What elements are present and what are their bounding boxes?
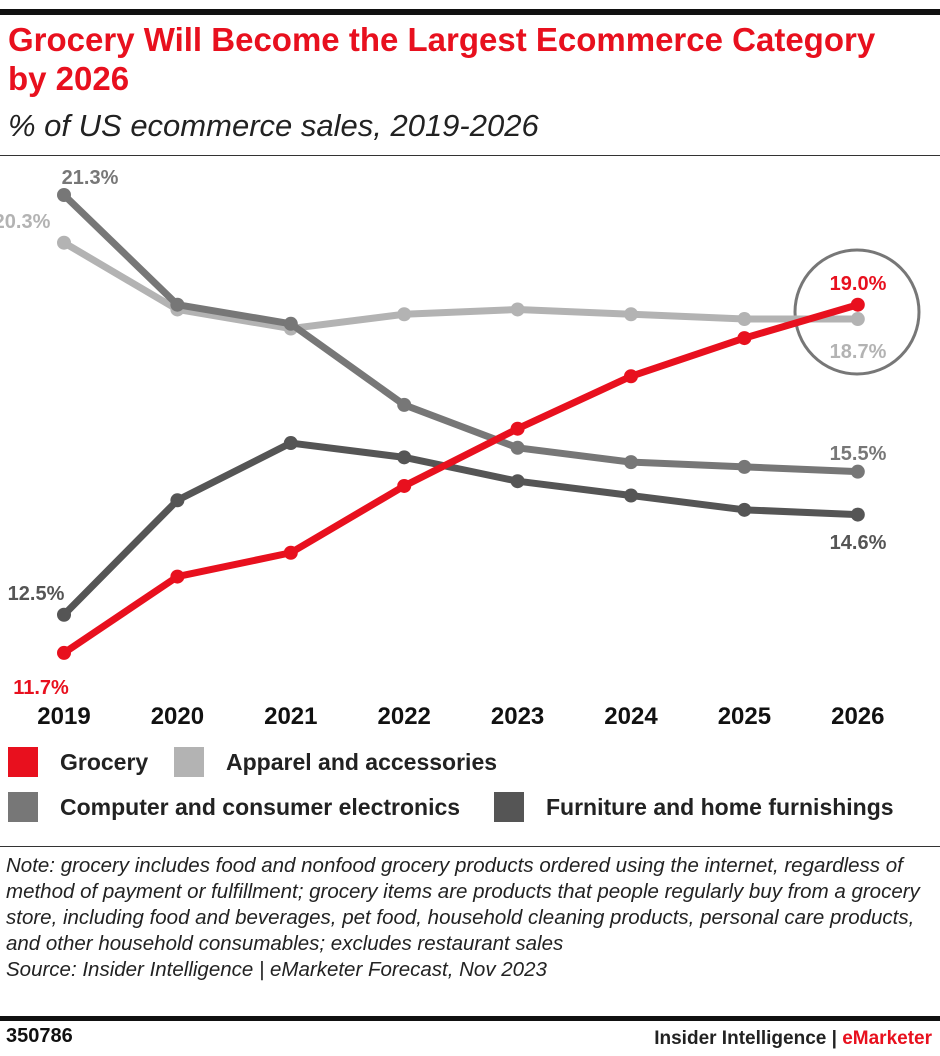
series-1 [57,235,865,336]
data-label: 12.5% [8,583,65,605]
data-point [57,645,71,660]
legend-item-grocery: Grocery [8,747,148,777]
data-point [510,440,525,455]
divider [0,155,940,156]
x-tick-label: 2021 [264,703,317,730]
top-bar [0,9,940,15]
data-label: 18.7% [830,341,887,363]
legend-label: Apparel and accessories [226,748,498,775]
legend-swatch [174,747,204,777]
data-point [283,545,298,560]
data-point [397,397,412,412]
series-2 [57,188,865,479]
notes: Note: grocery includes food and nonfood … [6,853,936,983]
data-point [624,369,638,384]
data-point [737,331,752,346]
chart-title: Grocery Will Become the Largest Ecommerc… [8,21,876,97]
data-point [397,478,412,493]
x-tick-label: 2022 [378,703,431,730]
data-point [850,507,865,522]
legend-label: Grocery [60,748,149,775]
note-text: Note: grocery includes food and nonfood … [6,854,920,955]
legend-label: Computer and consumer electronics [60,793,461,820]
data-point [850,312,865,327]
brand-logo: Insider Intelligence | eMarketer [654,1028,932,1050]
data-point [850,464,865,479]
series-0 [57,297,865,660]
data-point [57,607,71,622]
data-point [624,307,638,322]
data-point [283,316,298,331]
data-point [850,297,865,312]
data-point [510,302,525,317]
data-point [283,436,298,451]
source-text: Source: Insider Intelligence | eMarketer… [6,958,547,981]
series-3 [57,436,865,622]
divider [0,846,940,847]
legend-item-electronics: Computer and consumer electronics [8,792,460,822]
x-tick-label: 2020 [151,703,204,730]
series-line [61,192,858,476]
data-point [737,502,752,517]
data-point [737,459,752,474]
legend-swatch [494,792,524,822]
x-tick-label: 2026 [831,703,884,730]
brand-right: eMarketer [842,1028,932,1049]
footer-bar [0,1016,940,1021]
data-point [397,450,412,465]
legend-label: Furniture and home furnishings [546,793,894,820]
data-point [397,307,412,322]
data-point [510,474,525,489]
line-chart: 11.7% 19.0% 20.3% 18.7% 21.3% 15.5% 12.5% 14.6%… [0,167,921,730]
legend-swatch [8,747,38,777]
chart-id: 350786 [6,1025,73,1047]
series-line [62,301,859,656]
data-label: 21.3% [62,167,119,189]
data-label: 19.0% [830,273,887,295]
data-point [624,488,638,503]
brand-left: Insider Intelligence | [654,1028,843,1049]
data-point [57,188,71,202]
chart-subtitle: % of US ecommerce sales, 2019-2026 [8,108,539,143]
data-point [170,493,185,508]
data-point [737,312,752,327]
series-line [62,239,858,333]
legend-item-apparel: Apparel and accessories [174,747,497,777]
legend-item-furniture: Furniture and home furnishings [494,792,894,822]
data-label: 20.3% [0,211,51,233]
data-label: 14.6% [830,532,887,554]
data-point [170,297,185,312]
data-point [624,455,638,470]
legend-swatch [8,792,38,822]
x-tick-label: 2023 [491,703,544,730]
data-point [57,235,71,250]
data-point [510,421,525,436]
series-line [61,439,858,618]
highlight-circle [793,248,921,376]
x-tick-label: 2024 [604,703,658,730]
x-tick-label: 2025 [718,703,771,730]
data-label: 15.5% [830,443,887,465]
data-label: 11.7% [13,677,69,699]
x-tick-label: 2019 [37,703,90,730]
data-point [170,569,185,584]
